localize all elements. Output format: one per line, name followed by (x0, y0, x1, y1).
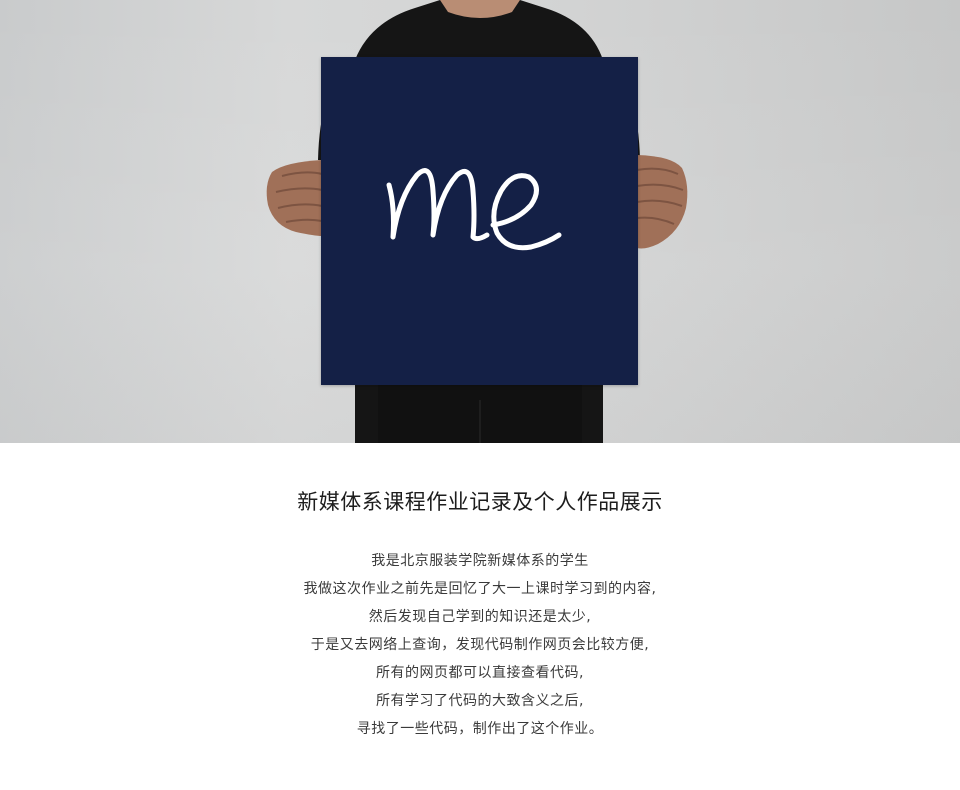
intro-line: 寻找了一些代码，制作出了这个作业。 (356, 721, 604, 737)
intro-line: 我是北京服装学院新媒体系的学生 (371, 553, 589, 569)
intro-line: 我做这次作业之前先是回忆了大一上课时学习到的内容, (303, 581, 657, 597)
intro-line: 于是又去网络上查询，发现代码制作网页会比较方便, (310, 637, 650, 653)
me-handwriting-logo (386, 168, 562, 251)
page-title: 新媒体系课程作业记录及个人作品展示 (297, 490, 663, 514)
intro-section: 新媒体系课程作业记录及个人作品展示 我是北京服装学院新媒体系的学生 我做这次作业… (0, 443, 960, 790)
intro-line: 然后发现自己学到的知识还是太少, (368, 609, 592, 625)
hero-sign-card (321, 57, 638, 385)
intro-paragraph: 我是北京服装学院新媒体系的学生 我做这次作业之前先是回忆了大一上课时学习到的内容… (0, 547, 960, 743)
intro-line: 所有的网页都可以直接查看代码, (376, 665, 584, 681)
hero-banner (0, 0, 960, 443)
intro-line: 所有学习了代码的大致含义之后, (376, 693, 584, 709)
